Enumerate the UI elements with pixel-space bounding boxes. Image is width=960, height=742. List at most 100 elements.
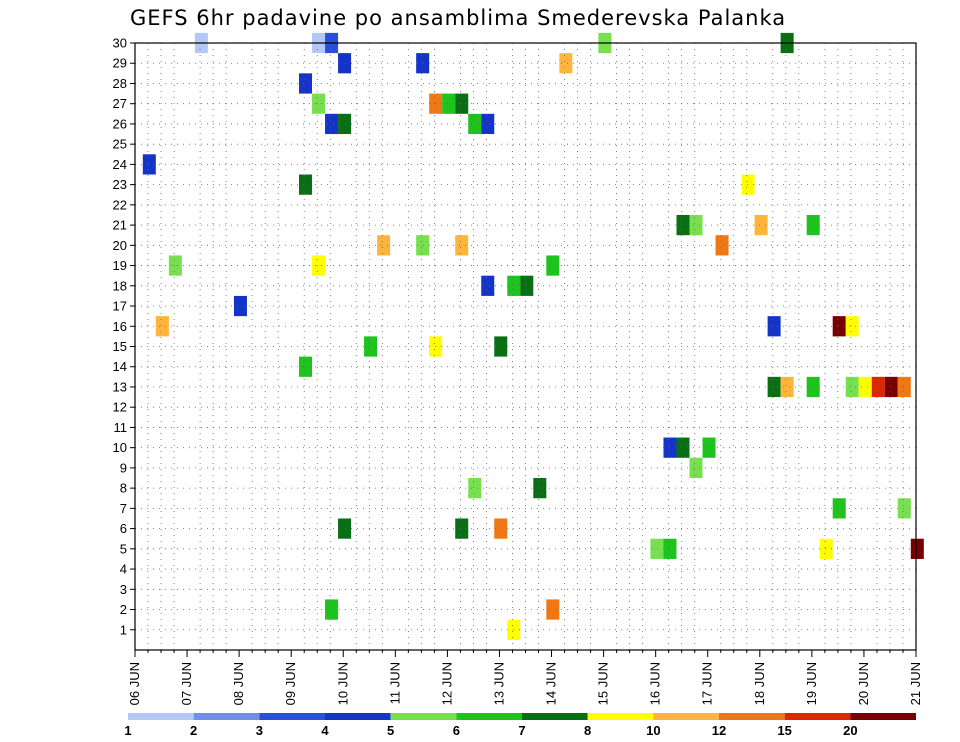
heatmap-cell [416,53,430,74]
heatmap-cell [299,356,313,377]
heatmap-cell [468,478,482,499]
y-tick-label: 29 [113,56,127,71]
heatmap-cell [299,174,313,195]
legend-label: 12 [712,723,726,738]
x-tick-label: 11 JUN [387,662,402,704]
heatmap-cell [455,93,469,114]
legend-swatch [390,713,457,720]
legend-swatch [128,713,194,720]
heatmap-cell [819,538,833,559]
heatmap-cell [481,275,495,296]
legend-label: 10 [646,723,660,738]
legend-label: 1 [124,723,131,738]
heatmap-cell [676,437,690,458]
x-tick-label: 06 JUN [127,662,142,705]
y-tick-label: 28 [113,76,127,91]
y-tick-label: 1 [120,622,127,637]
y-tick-label: 8 [120,481,127,496]
legend-label: 7 [518,723,525,738]
heatmap-cell [416,235,430,256]
heatmap-cell [455,235,469,256]
heatmap-cell [754,214,768,236]
chart-title: GEFS 6hr padavine po ansamblima Smederev… [130,6,787,30]
heatmap-cell [325,113,339,135]
heatmap-cell [676,214,690,236]
heatmap-cell [494,518,508,539]
y-axis: 1234567891011121314151617181920212223242… [113,36,135,637]
heatmap-cell [533,478,547,499]
heatmap-cell [377,235,391,256]
x-tick-label: 16 JUN [648,662,663,705]
legend-label: 6 [453,723,460,738]
heatmap-cell [767,376,781,398]
heatmap-cell [168,255,182,276]
y-tick-label: 7 [120,501,127,516]
y-tick-label: 14 [113,359,127,374]
heatmap-cell [455,518,469,539]
x-tick-label: 15 JUN [596,662,611,705]
x-tick-label: 21 JUN [908,662,923,705]
legend-label: 20 [843,723,857,738]
y-tick-label: 15 [113,339,127,354]
legend-label: 15 [777,723,791,738]
y-tick-label: 27 [113,96,127,111]
heatmap-cell [233,295,247,317]
y-tick-label: 24 [113,157,127,172]
heatmap-cell [715,235,729,256]
heatmap-cell [767,316,781,337]
y-tick-label: 21 [113,218,127,233]
heatmap-cell [845,376,859,398]
heatmap-cell [832,316,846,337]
x-tick-label: 17 JUN [700,662,715,705]
x-axis: 06 JUN 07 JUN 08 JUN 09 JUN 10 JUN 11 JUN 12 J… [127,650,923,705]
heatmap-cell [897,376,911,398]
x-tick-label: 14 JUN [544,662,559,705]
heatmap-cell [442,93,456,114]
x-tick-label: 10 JUN [335,662,350,705]
heatmap-cell [325,599,339,620]
legend-swatch [653,713,719,720]
heatmap-cell [312,255,326,276]
heatmap-cell [468,113,482,135]
x-tick-label: 09 JUN [283,662,298,705]
y-tick-label: 2 [120,602,127,617]
y-tick-label: 16 [113,319,127,334]
heatmap-cell [338,518,352,539]
heatmap-cell [897,498,911,519]
y-tick-label: 12 [113,400,127,415]
legend: 1 2 3 4 5 6 7 8 10 12 15 20 [124,713,916,738]
heatmap-cell [520,275,534,296]
heatmap-cell [689,214,703,236]
heatmap-cell [364,336,378,357]
legend-label: 5 [387,723,394,738]
y-tick-label: 25 [113,137,127,152]
x-tick-label: 19 JUN [804,662,819,705]
heatmap-cell [845,316,859,337]
y-tick-label: 11 [114,420,128,435]
x-tick-label: 08 JUN [231,662,246,705]
heatmap-cell [312,93,326,114]
heatmap-cell [689,457,703,479]
y-tick-label: 3 [120,582,127,597]
y-tick-label: 10 [113,440,127,455]
y-tick-label: 17 [113,299,127,314]
y-tick-label: 4 [120,562,127,577]
x-tick-label: 07 JUN [179,662,194,705]
heatmap-cell [871,376,885,398]
heatmap-cell [910,538,924,559]
x-tick-label: 13 JUN [491,662,506,705]
legend-swatch [325,713,391,720]
heatmap-cell [741,174,755,195]
x-tick-label: 20 JUN [856,662,871,705]
heatmap-cell [559,53,573,74]
heatmap-cell [780,376,794,398]
legend-label: 2 [190,723,197,738]
x-tick-label: 12 JUN [439,662,454,705]
legend-swatch [587,713,654,720]
legend-swatch [784,713,851,720]
heatmap-cell [702,437,716,458]
legend-swatch [456,713,522,720]
y-tick-label: 9 [120,460,127,475]
heatmap-cell [546,255,560,276]
heatmap-cells [142,32,924,640]
